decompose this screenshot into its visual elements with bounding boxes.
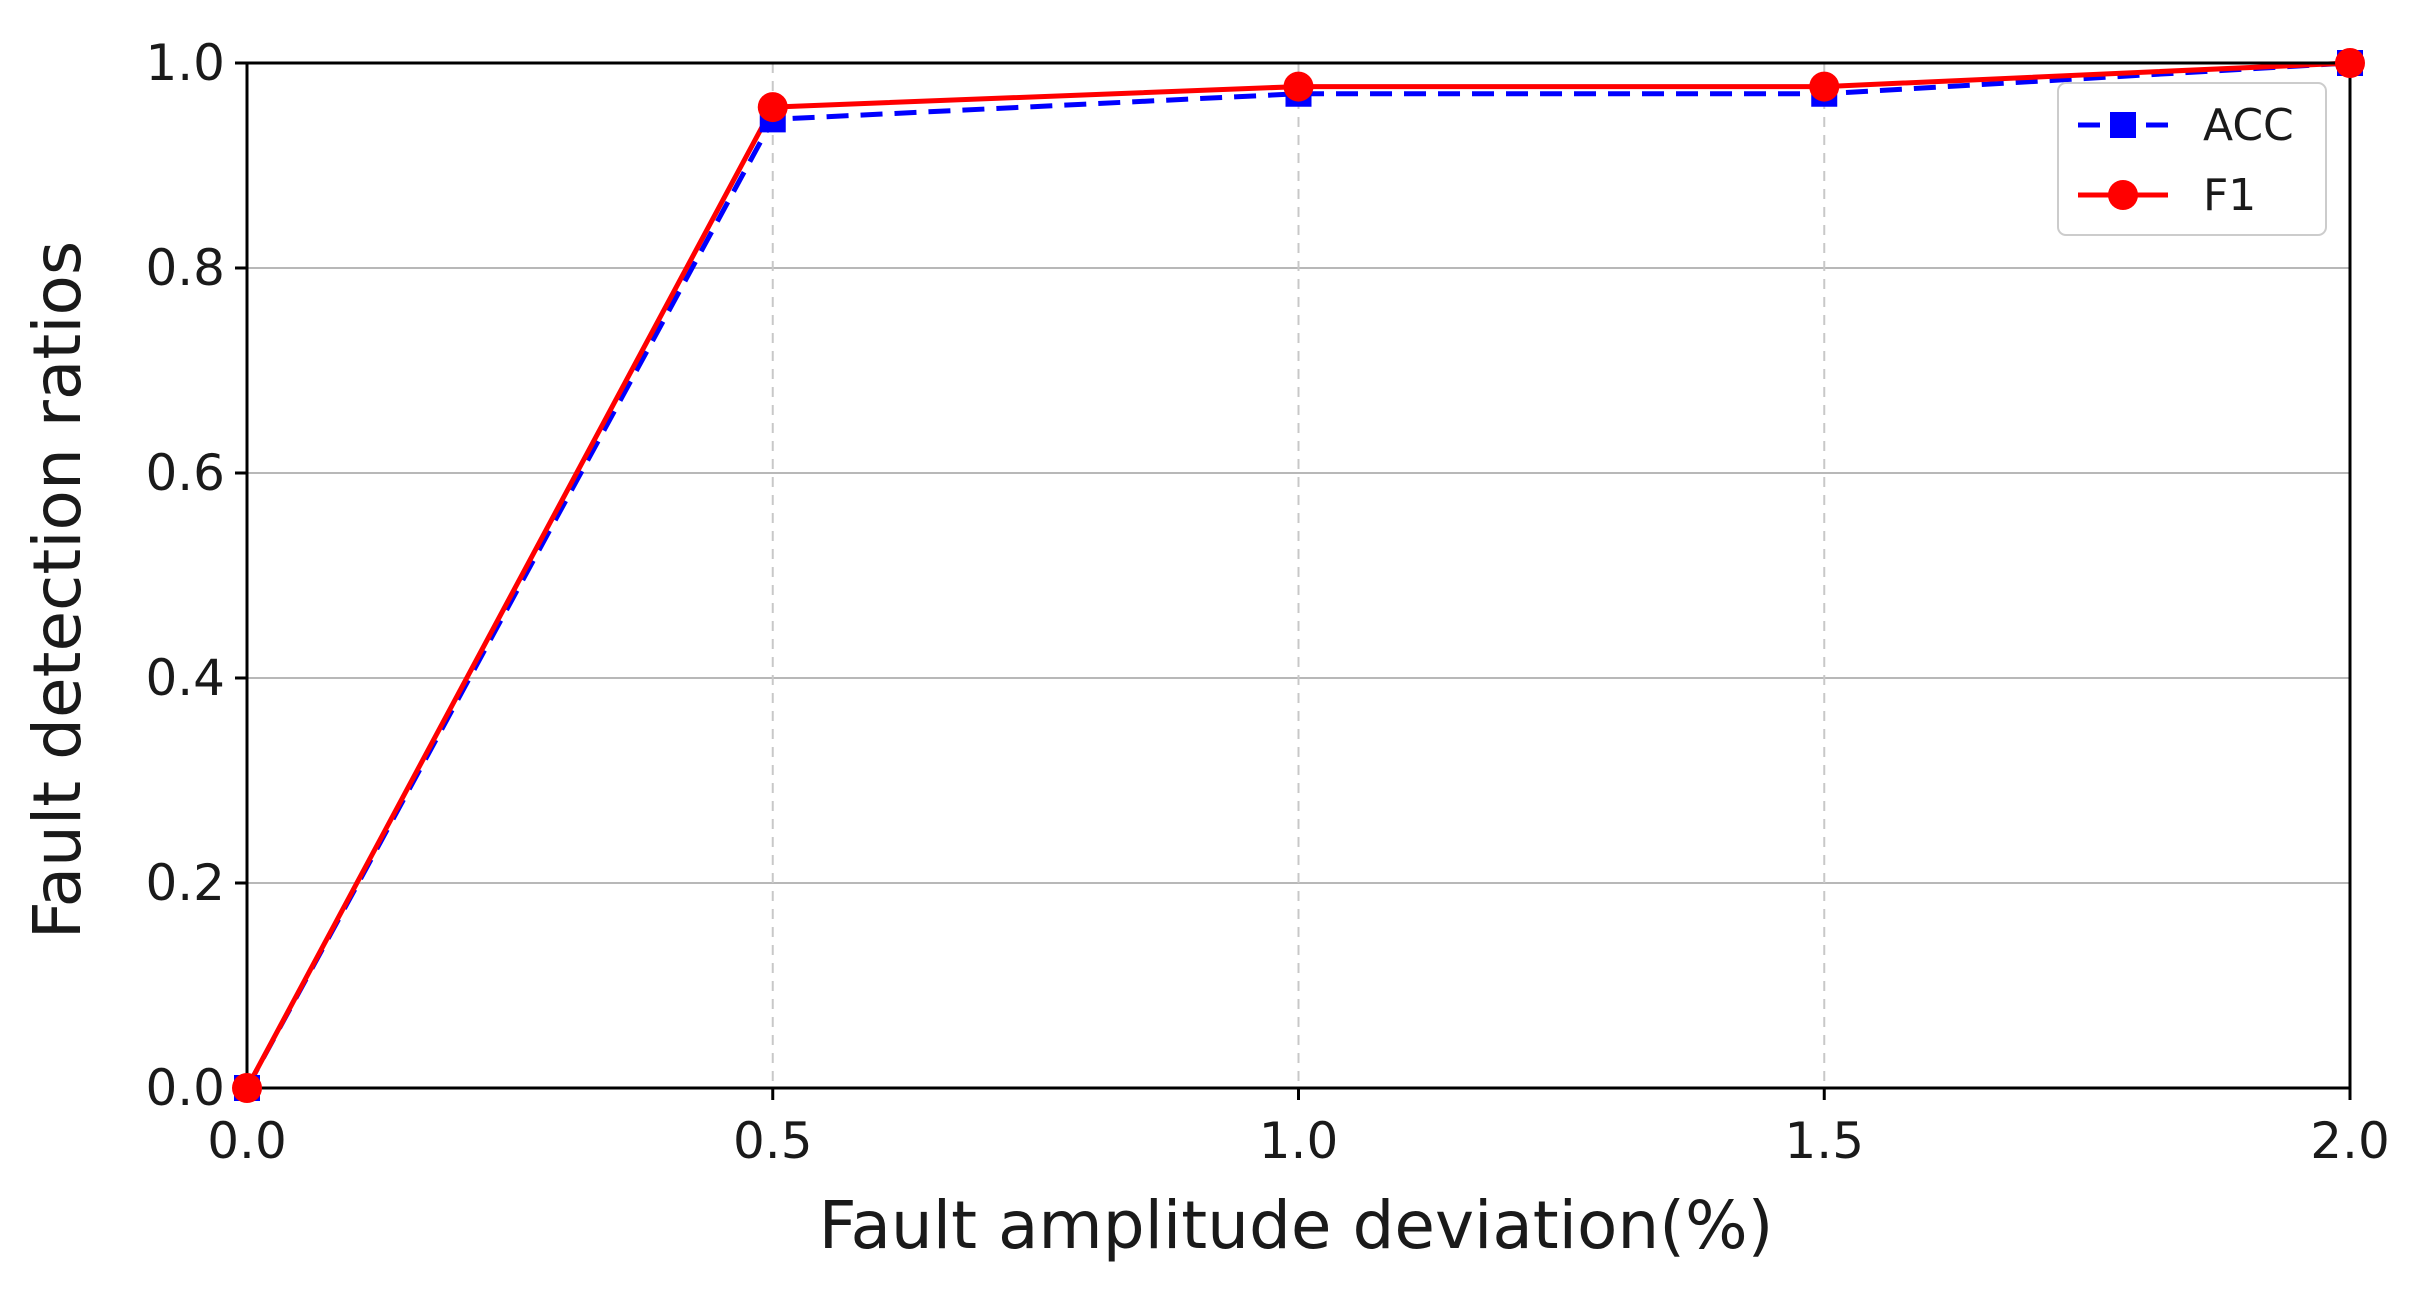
data-point-f1 xyxy=(757,92,788,123)
y-tick-label: 1.0 xyxy=(145,34,225,92)
x-tick-label: 2.0 xyxy=(2310,1112,2390,1170)
y-tick-label: 0.4 xyxy=(145,649,225,707)
series-line-acc xyxy=(244,60,2351,1090)
legend-label-f1: F1 xyxy=(2203,170,2256,221)
x-tick-label: 0.5 xyxy=(733,1112,813,1170)
x-tick-label: 0.0 xyxy=(207,1112,287,1170)
x-tick-label: 1.0 xyxy=(1259,1112,1339,1170)
data-point-f1 xyxy=(1283,71,1314,102)
y-tick-label: 0.0 xyxy=(145,1059,225,1117)
grid xyxy=(247,63,2350,1088)
data-point-f1 xyxy=(232,1073,262,1103)
y-tick-label: 0.2 xyxy=(145,854,225,912)
x-tick-label: 1.5 xyxy=(1784,1112,1864,1170)
legend-marker-acc xyxy=(2110,112,2136,138)
x-axis-title: Fault amplitude deviation(%) xyxy=(819,1187,1774,1264)
data-point-f1 xyxy=(2335,48,2365,78)
axis-ticks: 0.0 0.5 1.0 1.5 2.0 0.0 0.2 0.4 0.6 0.8 1.0 xyxy=(145,34,2389,1170)
data-point-f1 xyxy=(1809,71,1840,102)
y-tick-label: 0.8 xyxy=(145,239,225,297)
y-tick-label: 0.6 xyxy=(145,444,225,502)
legend-label-acc: ACC xyxy=(2203,100,2294,151)
y-axis-title: Fault detection ratios xyxy=(19,241,96,940)
legend: ACC F1 xyxy=(2057,82,2327,236)
series-markers xyxy=(232,48,2365,1103)
legend-marker-f1 xyxy=(2108,180,2138,210)
